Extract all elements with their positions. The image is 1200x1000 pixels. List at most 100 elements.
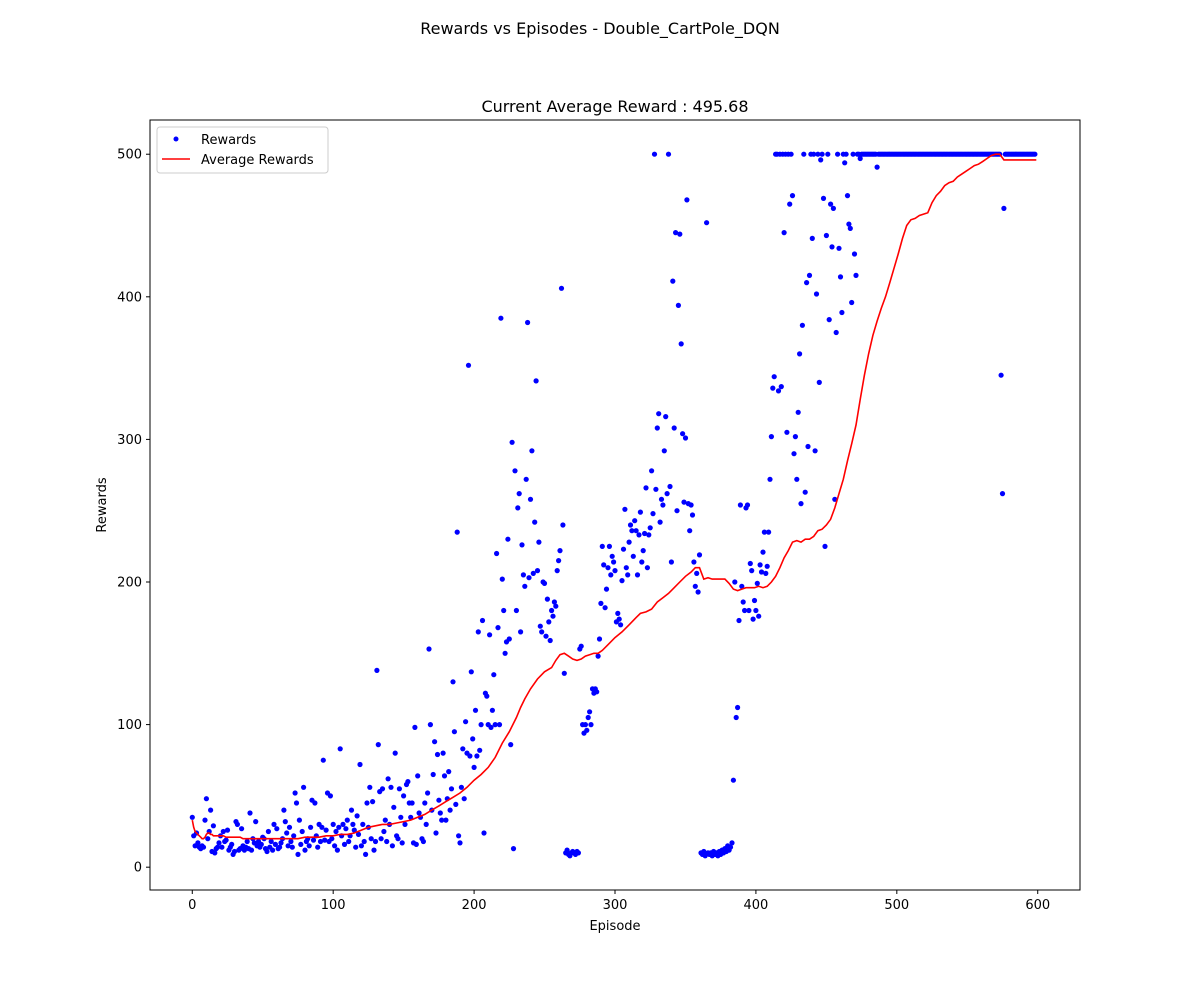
reward-point (337, 746, 343, 752)
reward-point (422, 800, 428, 806)
reward-point (494, 550, 500, 557)
x-tick-label: 300 (603, 898, 628, 913)
reward-point (374, 667, 380, 674)
reward-point (857, 155, 863, 162)
reward-point (791, 451, 797, 457)
reward-point (578, 643, 584, 649)
reward-point (405, 779, 411, 785)
reward-point (441, 773, 448, 779)
average-rewards-line (191, 153, 1037, 840)
reward-point (636, 532, 642, 538)
reward-point (415, 773, 421, 779)
reward-point (446, 769, 452, 775)
reward-point (623, 565, 629, 571)
reward-point (492, 722, 498, 728)
reward-point (612, 568, 618, 574)
reward-point (463, 719, 469, 725)
reward-point (550, 613, 556, 619)
reward-point (219, 844, 225, 850)
reward-point (847, 225, 853, 231)
reward-point (798, 501, 804, 507)
reward-point (244, 838, 250, 845)
reward-point (601, 562, 607, 568)
reward-point (203, 796, 209, 802)
reward-point (285, 843, 291, 849)
reward-point (247, 810, 253, 816)
reward-point (520, 572, 527, 578)
reward-point (627, 522, 634, 528)
reward-point (832, 496, 838, 502)
legend: Rewards Average Rewards (156, 126, 329, 174)
reward-point (818, 157, 824, 163)
reward-point (651, 151, 658, 157)
legend-rewards-label: Rewards (201, 133, 256, 148)
reward-point (265, 828, 271, 835)
reward-point (475, 629, 481, 635)
reward-point (643, 485, 649, 491)
reward-point (432, 739, 438, 745)
reward-point (395, 836, 401, 842)
reward-point (646, 532, 652, 538)
reward-point (495, 625, 501, 631)
reward-point (539, 629, 545, 635)
reward-point (846, 221, 852, 227)
reward-point (687, 528, 693, 534)
reward-point (264, 848, 270, 855)
reward-point (585, 714, 591, 721)
reward-point (353, 844, 359, 850)
reward-point (468, 669, 474, 675)
reward-point (210, 823, 216, 829)
reward-point (506, 636, 512, 642)
reward-point (691, 559, 697, 565)
reward-point (301, 784, 307, 790)
reward-point (481, 830, 487, 836)
reward-point (732, 579, 738, 585)
reward-point (787, 201, 793, 207)
reward-point (231, 848, 238, 855)
reward-point (205, 836, 211, 842)
reward-point (501, 607, 507, 614)
reward-point (701, 848, 707, 855)
reward-point (622, 506, 628, 512)
reward-point (826, 317, 832, 323)
reward-point (248, 847, 255, 853)
reward-point (649, 468, 655, 474)
reward-point (678, 341, 684, 347)
reward-point (293, 800, 300, 806)
reward-point (398, 814, 404, 820)
reward-point (1032, 151, 1038, 157)
reward-point (658, 496, 665, 502)
reward-point (508, 742, 514, 748)
reward-point (833, 329, 839, 336)
reward-point (525, 319, 531, 326)
reward-point (611, 559, 617, 565)
reward-point (822, 543, 828, 550)
reward-point (768, 434, 775, 440)
reward-point (458, 784, 464, 790)
reward-point (789, 193, 796, 199)
reward-point (491, 672, 497, 678)
reward-point (805, 443, 811, 450)
reward-point (284, 830, 290, 836)
reward-point (674, 508, 680, 514)
reward-point (489, 707, 495, 713)
reward-point (543, 633, 549, 639)
reward-point (582, 722, 589, 728)
reward-point (688, 502, 694, 508)
reward-point (505, 536, 511, 542)
reward-point (420, 838, 426, 845)
reward-point (430, 771, 436, 778)
figure-suptitle: Rewards vs Episodes - Double_CartPole_DQ… (420, 19, 780, 39)
reward-point (661, 448, 667, 454)
reward-point (363, 851, 369, 858)
reward-point (479, 617, 486, 624)
reward-point (425, 790, 431, 796)
reward-point (343, 826, 349, 832)
reward-point (258, 841, 264, 848)
reward-point (843, 151, 849, 157)
reward-point (298, 841, 304, 848)
reward-point (385, 776, 391, 782)
y-tick-label: 400 (117, 290, 142, 305)
y-tick-label: 300 (117, 433, 142, 448)
reward-point (229, 841, 235, 848)
